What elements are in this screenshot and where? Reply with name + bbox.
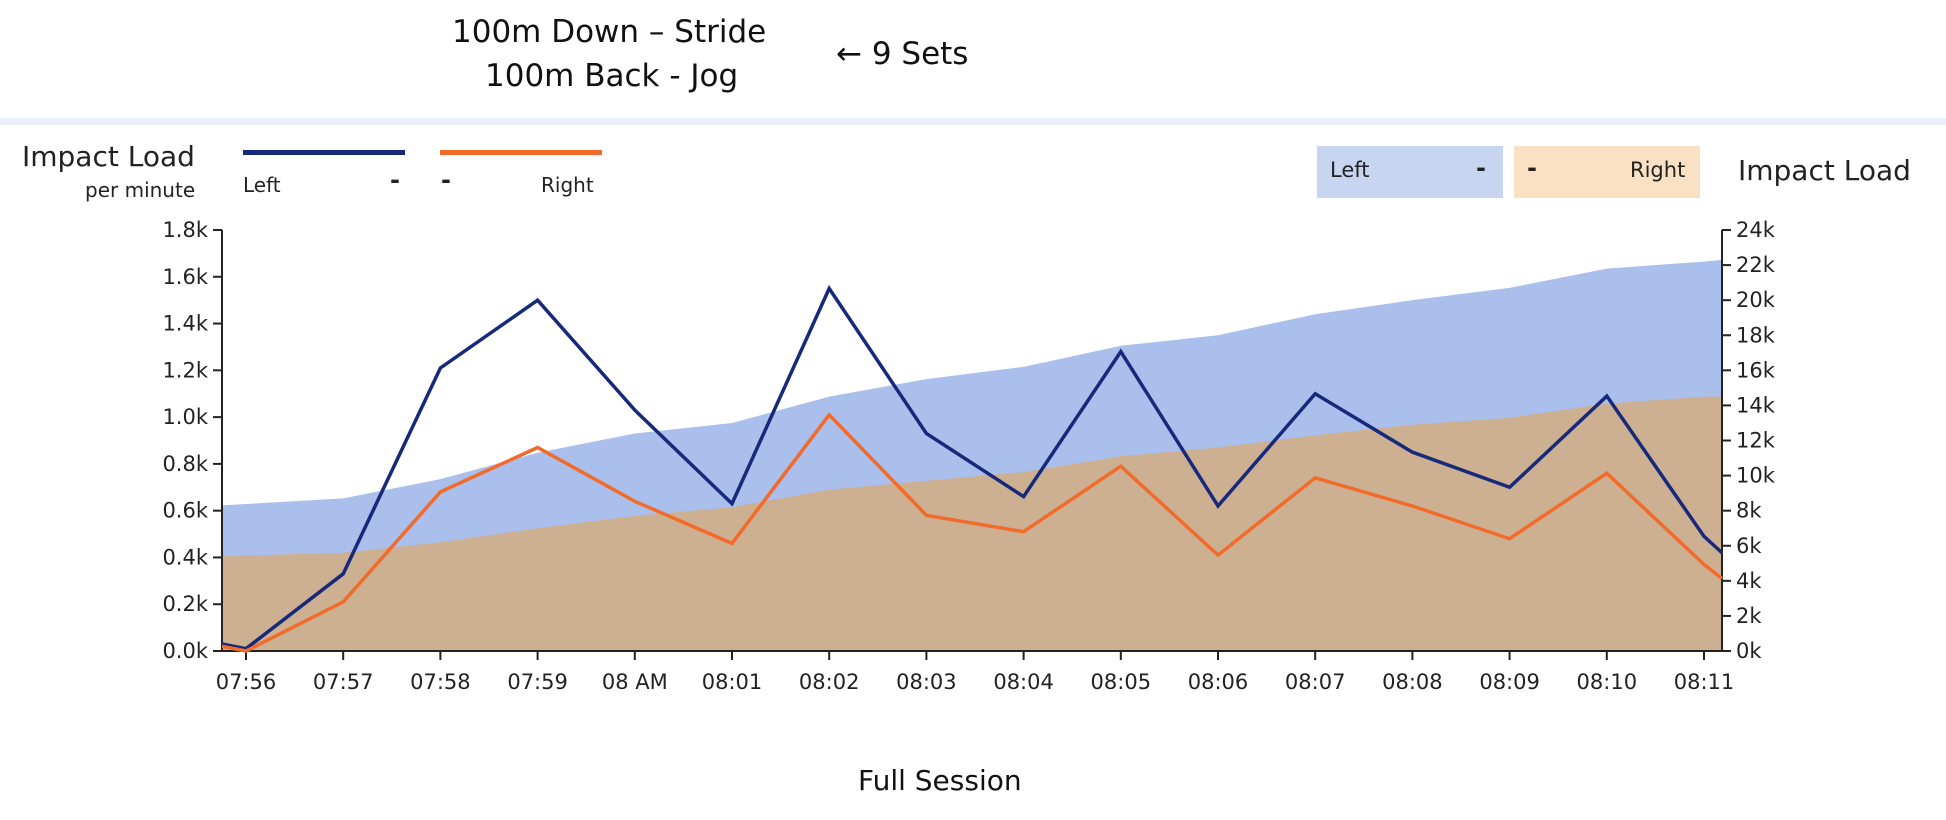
legend-left-area-label: Left <box>1330 158 1370 182</box>
right-tick-label: 20k <box>1736 288 1776 312</box>
legend-left-label: Left <box>243 173 281 197</box>
chart-caption: Full Session <box>858 764 1022 797</box>
left-tick-label: 0.4k <box>162 545 208 569</box>
legend-right-label: Right <box>541 173 594 197</box>
right-tick-label: 8k <box>1736 499 1762 523</box>
left-tick-label: 1.8k <box>162 218 208 242</box>
left-tick-label: 0.0k <box>162 639 208 663</box>
line-layer <box>221 284 1724 653</box>
right-tick-label: 6k <box>1736 534 1762 558</box>
right-tick-label: 10k <box>1736 464 1776 488</box>
legend-left-area-dash: - <box>1476 154 1486 182</box>
left-tick-label: 1.0k <box>162 405 208 429</box>
legend-right-area-dash: - <box>1527 154 1537 182</box>
left-axis-subtitle: per minute <box>85 178 196 202</box>
x-tick-label: 08:01 <box>702 670 763 694</box>
legend-left-area-swatch <box>1317 146 1503 198</box>
legend-left-line-swatch <box>243 150 405 155</box>
legend-right-area-swatch <box>1514 146 1700 198</box>
left-tick-label: 0.6k <box>162 499 208 523</box>
note-line-2: 100m Back - Jog <box>485 58 739 94</box>
legend-right-dash: - <box>441 166 451 194</box>
left-axis-title: Impact Load <box>22 140 195 173</box>
x-tick-label: 08:02 <box>799 670 860 694</box>
x-tick-label: 07:57 <box>313 670 374 694</box>
axes-layer: 0.0k 0.2k 0.4k 0.6k 0.8k 1.0k 1.2k 1.4k 1.6k 1.8k… <box>162 218 1775 694</box>
right-tick-label: 14k <box>1736 393 1776 417</box>
line-series-right <box>221 412 1724 653</box>
x-tick-label: 07:59 <box>507 670 568 694</box>
left-tick-label: 0.8k <box>162 452 208 476</box>
session-note: 100m Down – Stride 100m Back - Jog ← 9 S… <box>0 0 1946 118</box>
left-tick-label: 1.6k <box>162 265 208 289</box>
x-tick-label: 08:11 <box>1674 670 1735 694</box>
x-tick-label: 08:08 <box>1382 670 1443 694</box>
separator-band <box>0 118 1946 125</box>
right-tick-label: 0k <box>1736 639 1762 663</box>
x-tick-label: 08:10 <box>1577 670 1638 694</box>
right-axis-title: Impact Load <box>1738 154 1911 187</box>
area-layer <box>222 259 1722 651</box>
left-tick-label: 1.2k <box>162 358 208 382</box>
right-tick-label: 24k <box>1736 218 1776 242</box>
sets-note: ← 9 Sets <box>836 36 969 72</box>
legend-right-line-swatch <box>440 150 602 155</box>
x-tick-label: 08:04 <box>993 670 1054 694</box>
note-line-1: 100m Down – Stride <box>452 14 767 50</box>
x-tick-label: 08:09 <box>1479 670 1540 694</box>
right-tick-label: 4k <box>1736 569 1762 593</box>
legend-right-area-label: Right <box>1630 158 1686 182</box>
left-tick-label: 0.2k <box>162 592 208 616</box>
x-tick-label: 08 AM <box>602 670 668 694</box>
x-tick-label: 08:03 <box>896 670 957 694</box>
x-tick-label: 08:06 <box>1188 670 1249 694</box>
right-tick-label: 2k <box>1736 604 1762 628</box>
x-tick-label: 08:07 <box>1285 670 1346 694</box>
left-tick-label: 1.4k <box>162 312 208 336</box>
right-tick-label: 22k <box>1736 253 1776 277</box>
right-tick-label: 18k <box>1736 323 1776 347</box>
legend-left-dash: - <box>390 166 400 194</box>
right-tick-label: 16k <box>1736 358 1776 382</box>
x-tick-label: 08:05 <box>1091 670 1152 694</box>
right-tick-label: 12k <box>1736 429 1776 453</box>
x-tick-label: 07:58 <box>410 670 471 694</box>
x-tick-label: 07:56 <box>216 670 277 694</box>
line-series-left <box>221 284 1724 651</box>
